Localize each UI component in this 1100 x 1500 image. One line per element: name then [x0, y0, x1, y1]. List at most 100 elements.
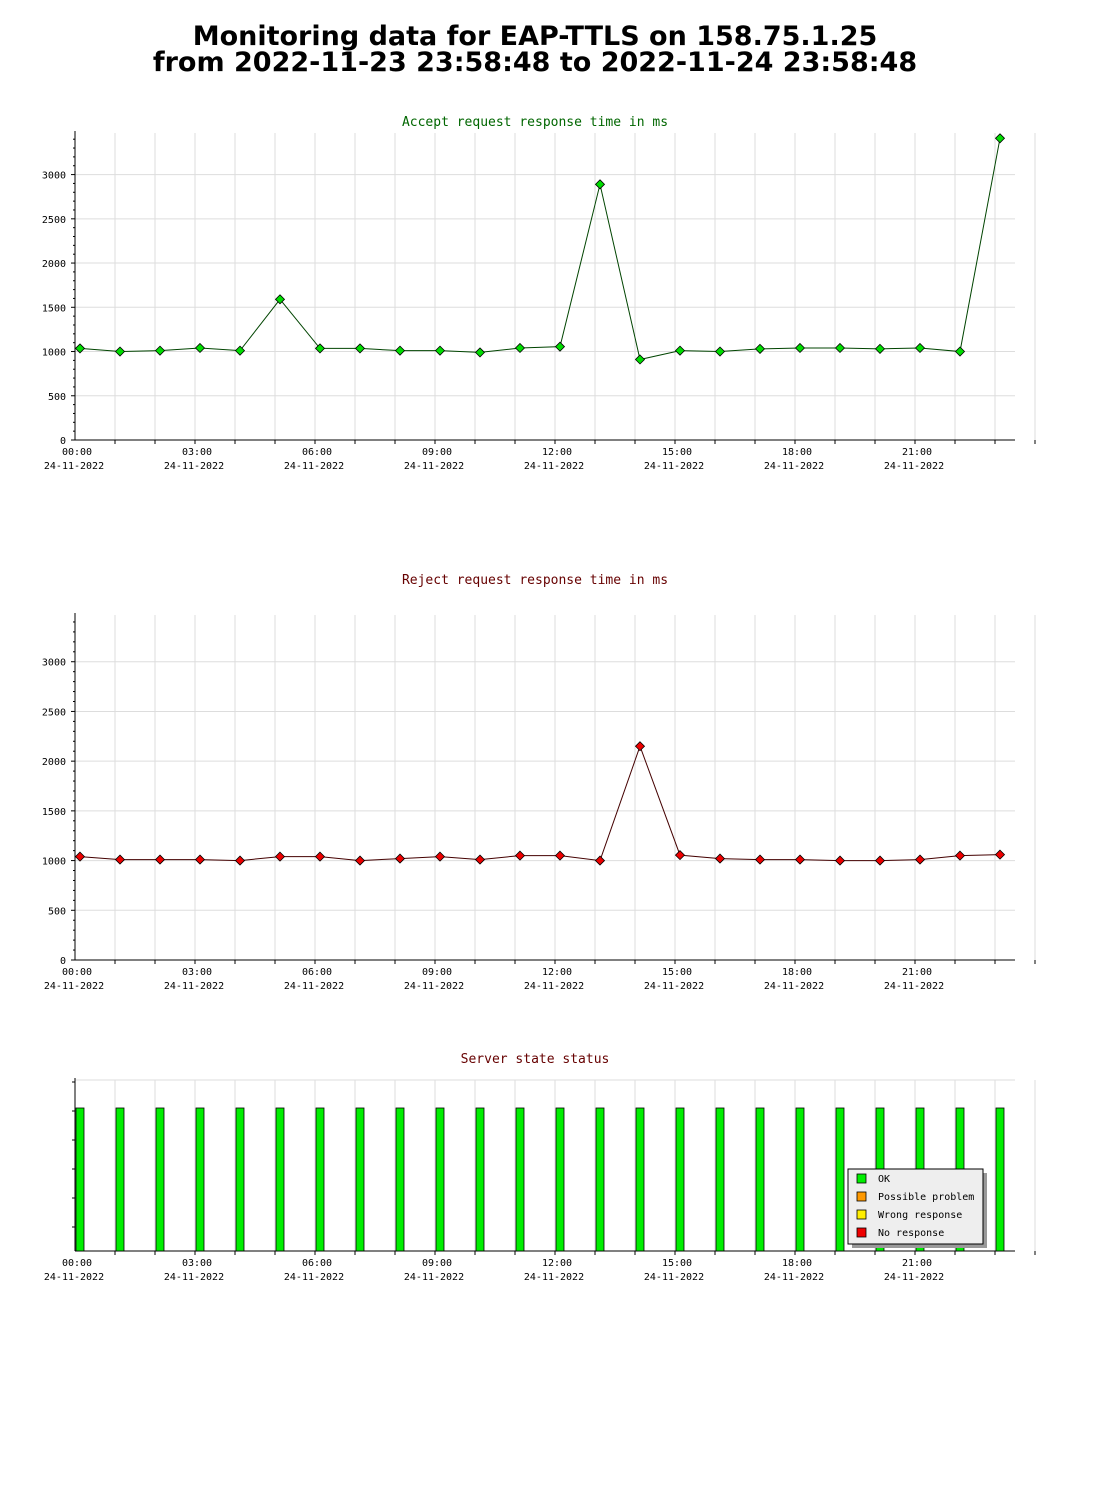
status-legend: OK Possible problem Wrong response No respo… [847, 1168, 987, 1248]
page-title-line-1: Monitoring data for EAP-TTLS on 158.75.1… [192, 21, 878, 52]
legend-box [847, 1168, 984, 1245]
status-bar [75, 1107, 85, 1252]
status-bar [795, 1107, 805, 1252]
reject-x-tick-time: 15:00 [662, 967, 692, 978]
reject-data-point [834, 855, 846, 866]
status-x-tick-date: 24-11-2022 [884, 1272, 944, 1283]
status-x-tick-date: 24-11-2022 [44, 1272, 104, 1283]
reject-x-tick-time: 21:00 [902, 967, 932, 978]
reject-data-point [994, 849, 1006, 860]
reject-data-point [594, 855, 606, 866]
reject-x-tick-date: 24-11-2022 [524, 981, 584, 992]
reject-y-tick-label: 2500 [42, 707, 66, 718]
reject-data-point [634, 741, 646, 752]
accept-data-point [674, 345, 686, 356]
status-bar [475, 1107, 485, 1252]
legend-label: OK [878, 1174, 890, 1185]
status-bar [995, 1107, 1005, 1252]
reject-x-tick-time: 03:00 [182, 967, 212, 978]
status-bar [595, 1107, 605, 1252]
accept-data-point [194, 342, 206, 354]
status-x-tick-time: 03:00 [182, 1258, 212, 1269]
reject-x-tick-date: 24-11-2022 [404, 981, 464, 992]
status-x-tick-date: 24-11-2022 [164, 1272, 224, 1283]
page-title-line-2: from 2022-11-23 23:58:48 to 2022-11-24 2… [152, 47, 918, 78]
accept-data-point [594, 179, 606, 190]
reject-x-tick-time: 09:00 [422, 967, 452, 978]
status-bar [355, 1107, 365, 1252]
page-title: Monitoring data for EAP-TTLS on 158.75.1… [0, 21, 1070, 78]
accept-data-point [914, 342, 926, 354]
accept-chart: Accept request response time in ms 0 500 1… [42, 115, 1036, 472]
reject-chart-title: Reject request response time in ms [402, 573, 668, 588]
reject-x-tick-date: 24-11-2022 [884, 981, 944, 992]
status-x-tick-date: 24-11-2022 [404, 1272, 464, 1283]
reject-x-tick-time: 18:00 [782, 967, 812, 978]
reject-x-tick-time: 00:00 [62, 967, 92, 978]
status-bar [515, 1107, 525, 1252]
accept-y-tick-label: 500 [48, 392, 66, 403]
status-bar [155, 1107, 165, 1252]
accept-x-tick-date: 24-11-2022 [44, 461, 104, 472]
reject-data-point [714, 853, 726, 864]
reject-x-tick-date: 24-11-2022 [164, 981, 224, 992]
reject-y-tick-label: 0 [60, 956, 66, 967]
accept-data-point [554, 341, 566, 352]
legend-swatch [856, 1173, 867, 1184]
status-x-tick-time: 15:00 [662, 1258, 692, 1269]
reject-chart: Reject request response time in ms 0 500 1… [42, 573, 1036, 992]
reject-data-point [394, 853, 406, 864]
reject-x-tick-time: 06:00 [302, 967, 332, 978]
reject-y-tick-label: 1500 [42, 807, 66, 818]
accept-x-tick-time: 21:00 [902, 447, 932, 458]
reject-x-tick-date: 24-11-2022 [764, 981, 824, 992]
status-bar [635, 1107, 645, 1252]
accept-y-tick-label: 1500 [42, 303, 66, 314]
status-bar [555, 1107, 565, 1252]
accept-y-tick-label: 2000 [42, 259, 66, 270]
accept-x-tick-date: 24-11-2022 [884, 461, 944, 472]
accept-y-tick-label: 1000 [42, 348, 66, 359]
legend-swatch [856, 1191, 867, 1202]
reject-data-point [154, 854, 166, 865]
accept-data-point [274, 294, 286, 305]
status-x-tick-date: 24-11-2022 [764, 1272, 824, 1283]
reject-data-point [74, 851, 86, 862]
status-bar [315, 1107, 325, 1252]
accept-chart-title: Accept request response time in ms [402, 115, 668, 130]
accept-series-line [79, 138, 1001, 361]
accept-data-point [634, 354, 646, 365]
accept-data-point [714, 346, 726, 357]
accept-y-tick-label: 2500 [42, 215, 66, 226]
status-x-tick-time: 12:00 [542, 1258, 572, 1269]
reject-data-point [514, 850, 526, 861]
reject-data-point [234, 855, 246, 866]
status-bar [675, 1107, 685, 1252]
reject-data-point [954, 850, 966, 861]
reject-y-tick-label: 500 [48, 906, 66, 917]
legend-swatch [856, 1209, 867, 1220]
status-x-tick-time: 06:00 [302, 1258, 332, 1269]
accept-x-tick-date: 24-11-2022 [164, 461, 224, 472]
status-bar [235, 1107, 245, 1252]
status-x-tick-time: 00:00 [62, 1258, 92, 1269]
legend-swatch [856, 1227, 867, 1238]
reject-data-point [434, 851, 446, 862]
reject-data-point [354, 855, 366, 866]
accept-data-point [474, 347, 486, 358]
accept-x-tick-date: 24-11-2022 [284, 461, 344, 472]
reject-data-point [914, 854, 926, 865]
accept-data-point [74, 343, 86, 354]
accept-x-tick-time: 15:00 [662, 447, 692, 458]
accept-x-tick-time: 06:00 [302, 447, 332, 458]
accept-data-point [354, 343, 366, 354]
reject-data-point [754, 854, 766, 865]
accept-x-tick-date: 24-11-2022 [404, 461, 464, 472]
status-bar [275, 1107, 285, 1252]
status-bar [395, 1107, 405, 1252]
reject-y-tick-label: 3000 [42, 658, 66, 669]
accept-x-tick-time: 03:00 [182, 447, 212, 458]
accept-y-tick-label: 0 [60, 436, 66, 447]
accept-x-tick-time: 00:00 [62, 447, 92, 458]
